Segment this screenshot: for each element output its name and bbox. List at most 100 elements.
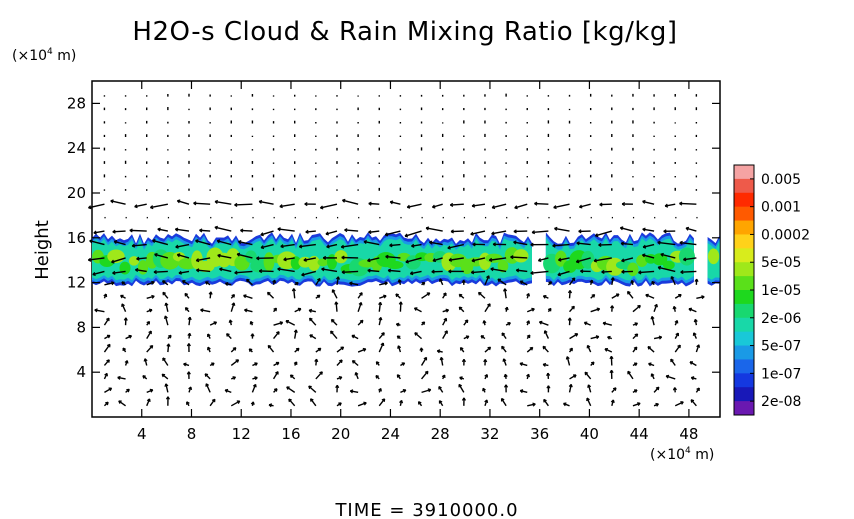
wind-vector [586,345,592,353]
wind-vector-head [381,332,385,336]
wind-vector-head [103,293,108,298]
wind-vector-head [426,292,431,296]
wind-vector-head [532,402,536,407]
wind-vector [689,361,697,367]
wind-vector-head [305,229,309,234]
wind-vector [167,343,170,353]
wind-vector [196,257,211,262]
wind-vector-head [568,383,573,388]
wind-vector-head [482,320,487,324]
wind-vector [161,373,169,380]
wind-vector [103,317,110,326]
wind-vector-head [578,204,583,209]
wind-vector [110,200,126,205]
wind-vector [175,243,190,248]
wind-vector-head [491,205,496,210]
colorbar-swatch [734,331,754,347]
wind-vector [690,399,697,407]
wind-vector-head [542,295,547,299]
wind-vector [234,270,253,274]
colorbar-swatch [734,290,754,305]
wind-vector-head [444,330,448,334]
wind-vector [309,317,317,326]
cloud-core-1e-05 [652,253,668,266]
wind-vector-head [142,375,146,379]
wind-vector-head [234,202,238,207]
wind-vector-head [279,321,284,326]
y-tick-label: 4 [76,363,86,381]
wind-vector-head [378,316,383,321]
wind-vector [165,383,169,393]
wind-vector-head [200,308,204,313]
wind-vector-head [411,243,415,248]
wind-vector [579,203,591,208]
wind-vector-head [367,268,371,273]
wind-vector [92,270,105,276]
wind-vector-head [679,240,683,245]
wind-vector [178,270,190,274]
wind-vector [674,293,682,299]
wind-vector-head [228,319,233,323]
wind-vector-head [260,245,265,250]
wind-vector [321,268,338,273]
wind-vector [117,376,126,380]
wind-vector-head [589,279,594,284]
wind-vector-head [174,227,179,232]
wind-vector-head [450,229,454,234]
wind-vector [554,227,570,232]
colorbar-swatch [734,373,754,388]
x-tick-label: 20 [331,425,350,443]
wind-vector-head [431,269,435,274]
wind-vector-head [580,269,584,274]
wind-vector-head [164,302,169,307]
colorbar-swatch [734,192,754,208]
wind-vector-head [612,387,617,391]
wind-vector-head [232,347,237,351]
wind-vector [679,202,697,205]
wind-vector-head [543,330,548,334]
wind-vector [285,320,296,326]
wind-vector [432,257,443,262]
wind-vector-head [402,389,407,393]
wind-vector-head [688,307,692,312]
wind-vector [301,270,317,276]
wind-vector-head [449,202,454,207]
wind-vector [538,257,549,262]
wind-vector-head [519,280,524,285]
wind-vector [420,357,428,366]
wind-vector [632,304,641,313]
wind-vector-head [123,317,128,321]
y-axis-label: Height [32,220,53,280]
wind-vector [243,294,253,299]
wind-vector [543,399,549,407]
cloud-core-1e-05 [245,250,257,263]
wind-vector [642,254,655,259]
wind-vector-head [569,347,573,352]
wind-vector-head [354,372,359,376]
cloud-core-1e-05 [627,262,639,277]
wind-vector-head [530,270,534,276]
wind-vector-head [648,362,652,367]
wind-vector [388,269,401,273]
wind-vector-head [619,226,624,231]
wind-vector-head [620,241,625,246]
wind-vector [129,229,147,232]
wind-vector [112,230,126,233]
wind-vector [586,397,592,407]
y-unit-label: (×104 m) [12,47,76,64]
wind-vector [544,330,550,339]
wind-vector [350,390,359,394]
wind-vector [342,199,359,205]
wind-vector-head [375,361,380,365]
wind-vector-head [578,229,582,234]
wind-vector-head [678,293,682,298]
wind-vector-head [143,358,148,362]
wind-vector [378,302,382,312]
wind-vector-head [211,398,216,403]
wind-vector-head [593,258,598,263]
wind-vector-head [273,388,278,392]
wind-vector-head [214,225,218,230]
wind-vector-head [404,233,409,238]
wind-vector [103,343,111,353]
wind-vector-head [368,230,372,235]
